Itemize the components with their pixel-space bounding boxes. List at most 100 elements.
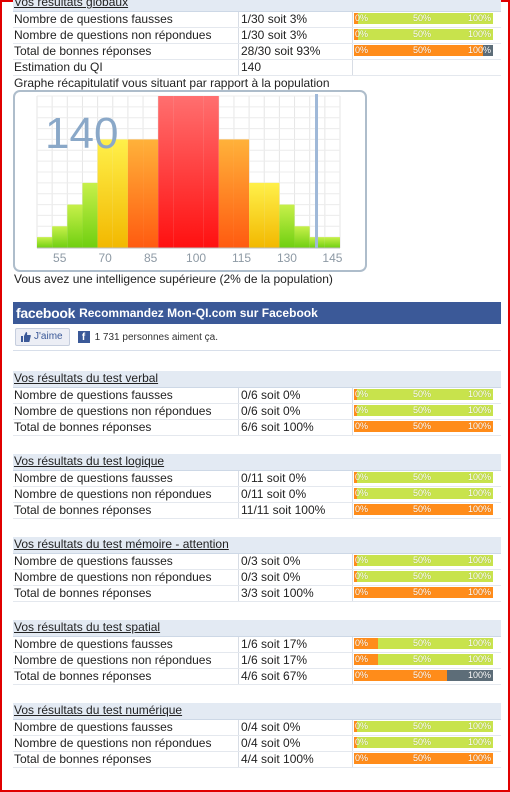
progress-bar-tick-label: 50% <box>413 737 432 747</box>
result-bar-cell: 0% 50% 100% <box>353 44 501 59</box>
result-row: Nombre de questions non répondues 1/30 so… <box>13 28 501 44</box>
progress-bar-fill <box>354 638 378 649</box>
progress-bar-tick-label: 50% <box>413 721 432 731</box>
test-section: Vos résultats du test numérique Nombre de… <box>13 703 501 768</box>
section-gap <box>13 436 501 454</box>
like-count: 1 731 personnes aiment ça. <box>94 331 219 343</box>
progress-bar: 0% 50% 100% <box>354 29 493 40</box>
progress-bar-fill <box>354 737 357 748</box>
section-gap <box>13 351 501 371</box>
progress-bar: 0% 50% 100% <box>354 45 493 56</box>
result-row: Nombre de questions fausses 0/6 soit 0% 0%… <box>13 388 501 404</box>
progress-bar: 0% 50% 100% <box>354 571 493 582</box>
progress-bar-fill <box>354 13 358 24</box>
result-row: Nombre de questions non répondues 0/6 soi… <box>13 404 501 420</box>
result-value: 4/6 soit 67% <box>239 669 353 684</box>
result-label: Estimation du QI <box>13 60 239 75</box>
result-value: 0/11 soit 0% <box>239 471 353 486</box>
result-label: Total de bonnes réponses <box>13 752 239 767</box>
test-section: Vos résultats du test verbal Nombre de qu… <box>13 371 501 436</box>
result-row: Nombre de questions non répondues 1/6 soi… <box>13 653 501 669</box>
result-bar-cell: 0% 50% 100% <box>353 637 501 652</box>
facebook-logo: facebook <box>16 305 76 321</box>
like-button[interactable]: J'aime <box>15 328 70 346</box>
progress-bar-tick-label: 100% <box>467 587 491 597</box>
result-bar-cell: 0% 50% 100% <box>353 736 501 751</box>
progress-bar-tick-label: 100% <box>467 555 491 565</box>
result-bar-cell: 0% 50% 100% <box>353 669 501 684</box>
progress-bar-tick-label: 0% <box>355 737 369 747</box>
progress-bar-fill <box>354 571 357 582</box>
progress-bar-tick-label: 100% <box>467 753 491 763</box>
progress-bar-tick-label: 0% <box>355 472 369 482</box>
iq-big-value: 140 <box>45 109 118 158</box>
result-label: Nombre de questions non répondues <box>13 653 239 668</box>
chart-bar <box>82 182 98 248</box>
progress-bar: 0% 50% 100% <box>354 555 493 566</box>
chart-bar <box>264 182 280 248</box>
progress-bar-tick-label: 50% <box>413 753 432 763</box>
result-bar-cell: 0% 50% 100% <box>353 388 501 403</box>
result-row: Nombre de questions non répondues 0/11 so… <box>13 487 501 503</box>
result-bar-cell: 0% 50% 100% <box>353 28 501 43</box>
result-row: Nombre de questions non répondues 0/4 soi… <box>13 736 501 752</box>
progress-bar-tick-label: 0% <box>355 670 369 680</box>
chart-bar <box>97 139 113 248</box>
progress-bar-tick-label: 100% <box>467 737 491 747</box>
result-value: 11/11 soit 100% <box>239 503 353 518</box>
chart-bar <box>127 139 144 248</box>
global-results: Vos résultats globaux Nombre de question… <box>13 0 501 286</box>
facebook-banner: facebook Recommandez Mon-QI.com sur Face… <box>13 302 501 324</box>
result-bar-cell: 0% 50% 100% <box>353 12 501 27</box>
result-value: 1/30 soit 3% <box>239 12 353 27</box>
result-label: Nombre de questions fausses <box>13 637 239 652</box>
progress-bar-tick-label: 50% <box>413 555 432 565</box>
progress-bar-tick-label: 0% <box>355 504 369 514</box>
test-sections: Vos résultats du test verbal Nombre de qu… <box>13 351 501 768</box>
progress-bar-tick-label: 50% <box>413 421 432 431</box>
chart-bar <box>249 182 265 248</box>
chart-footer: Vous avez une intelligence supérieure (2… <box>14 272 333 286</box>
chart-bar <box>112 139 128 248</box>
section-title: Vos résultats du test logique <box>13 454 501 471</box>
progress-bar: 0% 50% 100% <box>354 721 493 732</box>
progress-bar-tick-label: 50% <box>413 472 432 482</box>
progress-bar: 0% 50% 100% <box>354 405 493 416</box>
progress-bar: 0% 50% 100% <box>354 670 493 681</box>
progress-bar-tick-label: 0% <box>355 488 369 498</box>
progress-bar-tick-label: 0% <box>355 405 369 415</box>
chart-bar <box>158 96 174 248</box>
progress-bar: 0% 50% 100% <box>354 488 493 499</box>
progress-bar-tick-label: 100% <box>467 488 491 498</box>
test-section: Vos résultats du test logique Nombre de q… <box>13 454 501 519</box>
result-value: 0/3 soit 0% <box>239 570 353 585</box>
progress-bar-tick-label: 50% <box>413 13 432 23</box>
result-bar-cell: 0% 50% 100% <box>353 404 501 419</box>
result-label: Nombre de questions fausses <box>13 471 239 486</box>
result-bar-cell: 0% 50% 100% <box>353 570 501 585</box>
section-title: Vos résultats du test mémoire - attentio… <box>13 537 501 554</box>
progress-bar: 0% 50% 100% <box>354 638 493 649</box>
result-label: Nombre de questions non répondues <box>13 404 239 419</box>
result-bar-cell <box>353 60 501 75</box>
progress-bar-fill <box>354 405 357 416</box>
progress-bar-tick-label: 100% <box>467 45 491 55</box>
x-tick-label: 130 <box>277 251 297 265</box>
result-bar-cell: 0% 50% 100% <box>353 503 501 518</box>
progress-bar-tick-label: 100% <box>467 13 491 23</box>
x-tick-label: 145 <box>322 251 342 265</box>
result-row: Total de bonnes réponses 11/11 soit 100% 0… <box>13 503 501 519</box>
facebook-recommend-text: Recommandez Mon-QI.com sur Facebook <box>79 306 318 320</box>
test-section: Vos résultats du test spatial Nombre de q… <box>13 620 501 685</box>
global-results-table: Nombre de questions fausses 1/30 soit 3% 0… <box>13 12 501 76</box>
progress-bar: 0% 50% 100% <box>354 13 493 24</box>
thumbs-up-icon <box>21 332 31 342</box>
result-value: 3/3 soit 100% <box>239 586 353 601</box>
progress-bar-tick-label: 100% <box>467 29 491 39</box>
progress-bar-tick-label: 50% <box>413 638 432 648</box>
progress-bar-tick-label: 50% <box>413 670 432 680</box>
result-label: Total de bonnes réponses <box>13 586 239 601</box>
progress-bar-tick-label: 0% <box>355 29 369 39</box>
progress-bar: 0% 50% 100% <box>354 472 493 483</box>
progress-bar-fill <box>354 45 483 56</box>
